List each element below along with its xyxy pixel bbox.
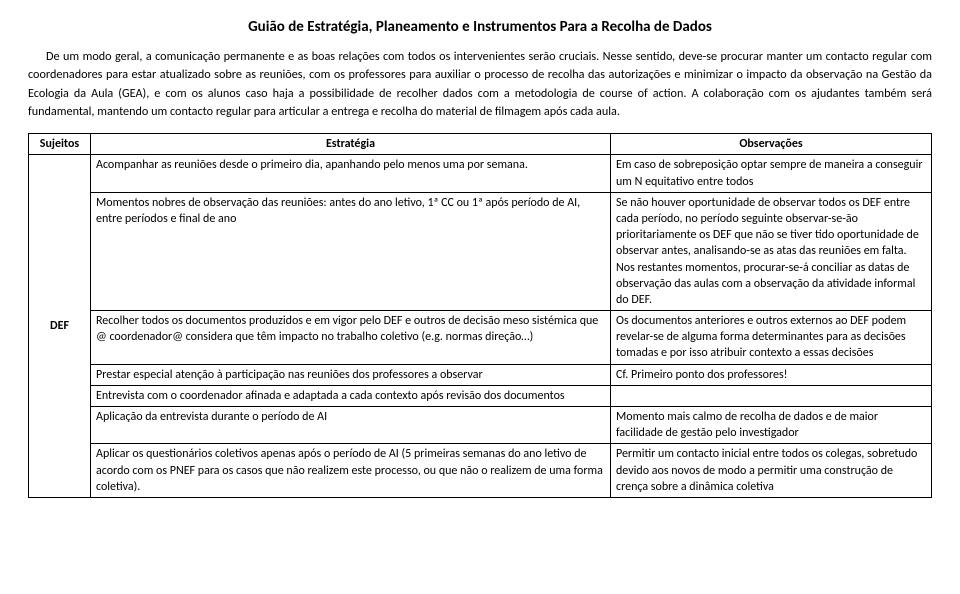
table-header-row: Sujeitos Estratégia Observações	[29, 134, 932, 155]
intro-paragraph: De um modo geral, a comunicação permanen…	[28, 48, 932, 121]
estrategia-cell: Prestar especial atenção à participação …	[91, 364, 611, 385]
estrategia-cell: Entrevista com o coordenador afinada e a…	[91, 385, 611, 406]
table-row: Recolher todos os documentos produzidos …	[29, 311, 932, 365]
estrategia-cell: Momentos nobres de observação das reuniõ…	[91, 192, 611, 310]
strategy-table: Sujeitos Estratégia Observações DEF Acom…	[28, 133, 932, 498]
estrategia-cell: Aplicar os questionários coletivos apena…	[91, 444, 611, 498]
page-title: Guião de Estratégia, Planeamento e Instr…	[28, 18, 932, 36]
observacoes-cell: Cf. Primeiro ponto dos professores!	[611, 364, 932, 385]
observacoes-cell: Permitir um contacto inicial entre todos…	[611, 444, 932, 498]
header-sujeitos: Sujeitos	[29, 134, 91, 155]
table-row: Aplicar os questionários coletivos apena…	[29, 444, 932, 498]
table-row: Prestar especial atenção à participação …	[29, 364, 932, 385]
table-row: DEF Acompanhar as reuniões desde o prime…	[29, 155, 932, 192]
observacoes-cell	[611, 385, 932, 406]
observacoes-cell: Se não houver oportunidade de observar t…	[611, 192, 932, 310]
observacoes-cell: Os documentos anteriores e outros extern…	[611, 311, 932, 365]
table-row: Aplicação da entrevista durante o períod…	[29, 407, 932, 444]
estrategia-cell: Acompanhar as reuniões desde o primeiro …	[91, 155, 611, 192]
subject-cell: DEF	[29, 155, 91, 498]
table-row: Momentos nobres de observação das reuniõ…	[29, 192, 932, 310]
observacoes-cell: Momento mais calmo de recolha de dados e…	[611, 407, 932, 444]
document-page: Guião de Estratégia, Planeamento e Instr…	[0, 0, 960, 506]
observacoes-cell: Em caso de sobreposição optar sempre de …	[611, 155, 932, 192]
table-row: Entrevista com o coordenador afinada e a…	[29, 385, 932, 406]
header-estrategia: Estratégia	[91, 134, 611, 155]
estrategia-cell: Aplicação da entrevista durante o períod…	[91, 407, 611, 444]
header-observacoes: Observações	[611, 134, 932, 155]
estrategia-cell: Recolher todos os documentos produzidos …	[91, 311, 611, 365]
